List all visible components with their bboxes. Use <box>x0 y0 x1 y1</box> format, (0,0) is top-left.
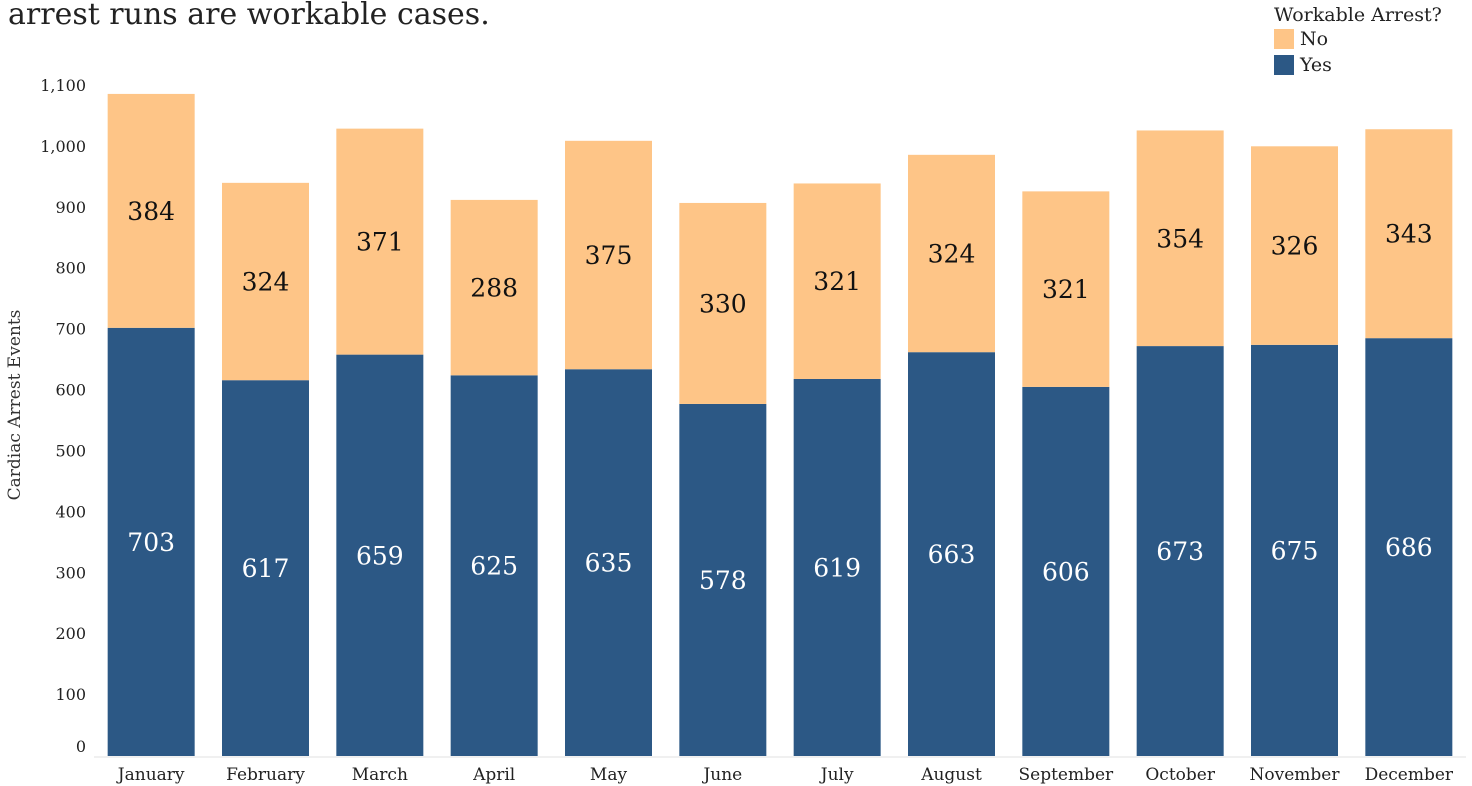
bar-no[interactable] <box>908 154 995 353</box>
data-label-yes: 617 <box>242 554 290 583</box>
data-label-no: 326 <box>1271 232 1319 261</box>
y-tick-label: 100 <box>55 685 86 704</box>
data-label-yes: 619 <box>813 553 861 582</box>
legend-title: Workable Arrest? <box>1274 4 1442 26</box>
bar-yes[interactable] <box>336 354 424 756</box>
data-label-no: 324 <box>242 268 290 297</box>
data-label-yes: 675 <box>1271 536 1319 565</box>
x-axis: January February March April May June July Augu… <box>94 756 1466 785</box>
data-label-yes: 625 <box>470 552 518 581</box>
bar-yes[interactable] <box>107 327 195 756</box>
bar-no[interactable] <box>565 140 652 370</box>
bar-no[interactable] <box>1136 130 1224 347</box>
data-label-yes: 606 <box>1042 557 1090 586</box>
bar-no[interactable] <box>1251 146 1338 345</box>
bar-yes[interactable] <box>793 378 881 756</box>
x-tick-label: April <box>472 765 515 785</box>
bar-yes[interactable] <box>222 380 309 756</box>
x-tick-label: December <box>1365 765 1454 785</box>
data-label-no: 330 <box>699 289 747 318</box>
data-label-yes: 673 <box>1156 537 1204 566</box>
y-tick-label: 200 <box>55 624 86 643</box>
x-tick-label: September <box>1018 765 1114 785</box>
chart-title: arrest runs are workable cases. <box>8 0 490 32</box>
x-tick-label: June <box>701 765 742 785</box>
y-tick-label: 300 <box>55 563 86 582</box>
y-tick-label: 400 <box>55 502 86 521</box>
data-label-yes: 635 <box>585 549 633 578</box>
y-axis-label: Cardiac Arrest Events <box>5 310 25 501</box>
bar-yes[interactable] <box>1136 346 1224 756</box>
data-label-no: 343 <box>1385 220 1433 249</box>
bar-no[interactable] <box>107 93 195 328</box>
bar-no[interactable] <box>222 182 309 381</box>
data-label-no: 371 <box>356 228 404 257</box>
data-label-yes: 686 <box>1385 533 1433 562</box>
y-tick-label: 1,100 <box>40 76 86 95</box>
x-tick-label: May <box>590 765 628 785</box>
bar-yes[interactable] <box>565 369 652 756</box>
y-tick-label: 700 <box>55 320 86 339</box>
bars: 703 384 617 324 659 371 625 288 635 375 578 330 619 3… <box>107 93 1453 756</box>
y-tick-label: 0 <box>76 737 86 756</box>
legend: Workable Arrest? No Yes <box>1274 4 1442 78</box>
bar-no[interactable] <box>1022 191 1110 387</box>
data-label-yes: 663 <box>928 540 976 569</box>
bar-no[interactable] <box>793 183 881 379</box>
x-tick-label: August <box>920 765 982 785</box>
bar-yes[interactable] <box>679 403 767 756</box>
bar-yes[interactable] <box>908 352 995 756</box>
x-tick-label: October <box>1145 765 1215 785</box>
data-label-no: 321 <box>813 267 861 296</box>
data-label-no: 384 <box>127 197 175 226</box>
data-label-yes: 703 <box>127 528 175 557</box>
y-tick-label: 600 <box>55 381 86 400</box>
x-tick-label: March <box>352 765 408 785</box>
data-label-no: 324 <box>928 240 976 269</box>
data-label-no: 321 <box>1042 275 1090 304</box>
bar-no[interactable] <box>336 128 424 355</box>
y-tick-label: 800 <box>55 259 86 278</box>
bar-yes[interactable] <box>1251 344 1338 756</box>
data-label-yes: 659 <box>356 541 404 570</box>
bar-no[interactable] <box>450 199 538 376</box>
y-tick-label: 900 <box>55 198 86 217</box>
data-label-no: 288 <box>470 274 518 303</box>
bar-yes[interactable] <box>1022 386 1110 756</box>
bar-yes[interactable] <box>450 375 538 756</box>
y-tick-label: 1,000 <box>40 137 86 156</box>
legend-label-yes: Yes <box>1300 54 1332 76</box>
x-tick-label: November <box>1250 765 1341 785</box>
y-axis: 0 100 200 300 400 500 600 700 800 900 1,000 1,100 <box>40 76 86 756</box>
x-tick-label: February <box>226 765 305 785</box>
bar-no[interactable] <box>679 202 767 404</box>
bar-yes[interactable] <box>1365 338 1453 756</box>
legend-swatch-no <box>1274 29 1294 49</box>
data-label-yes: 578 <box>699 566 747 595</box>
x-tick-label: July <box>819 765 854 785</box>
data-label-no: 375 <box>585 241 633 270</box>
legend-label-no: No <box>1300 28 1329 50</box>
y-tick-label: 500 <box>55 441 86 460</box>
legend-item-yes[interactable]: Yes <box>1274 52 1442 78</box>
x-tick-label: January <box>116 765 185 785</box>
legend-swatch-yes <box>1274 55 1294 75</box>
bar-no[interactable] <box>1365 129 1453 339</box>
data-label-no: 354 <box>1156 224 1204 253</box>
legend-item-no[interactable]: No <box>1274 26 1442 52</box>
